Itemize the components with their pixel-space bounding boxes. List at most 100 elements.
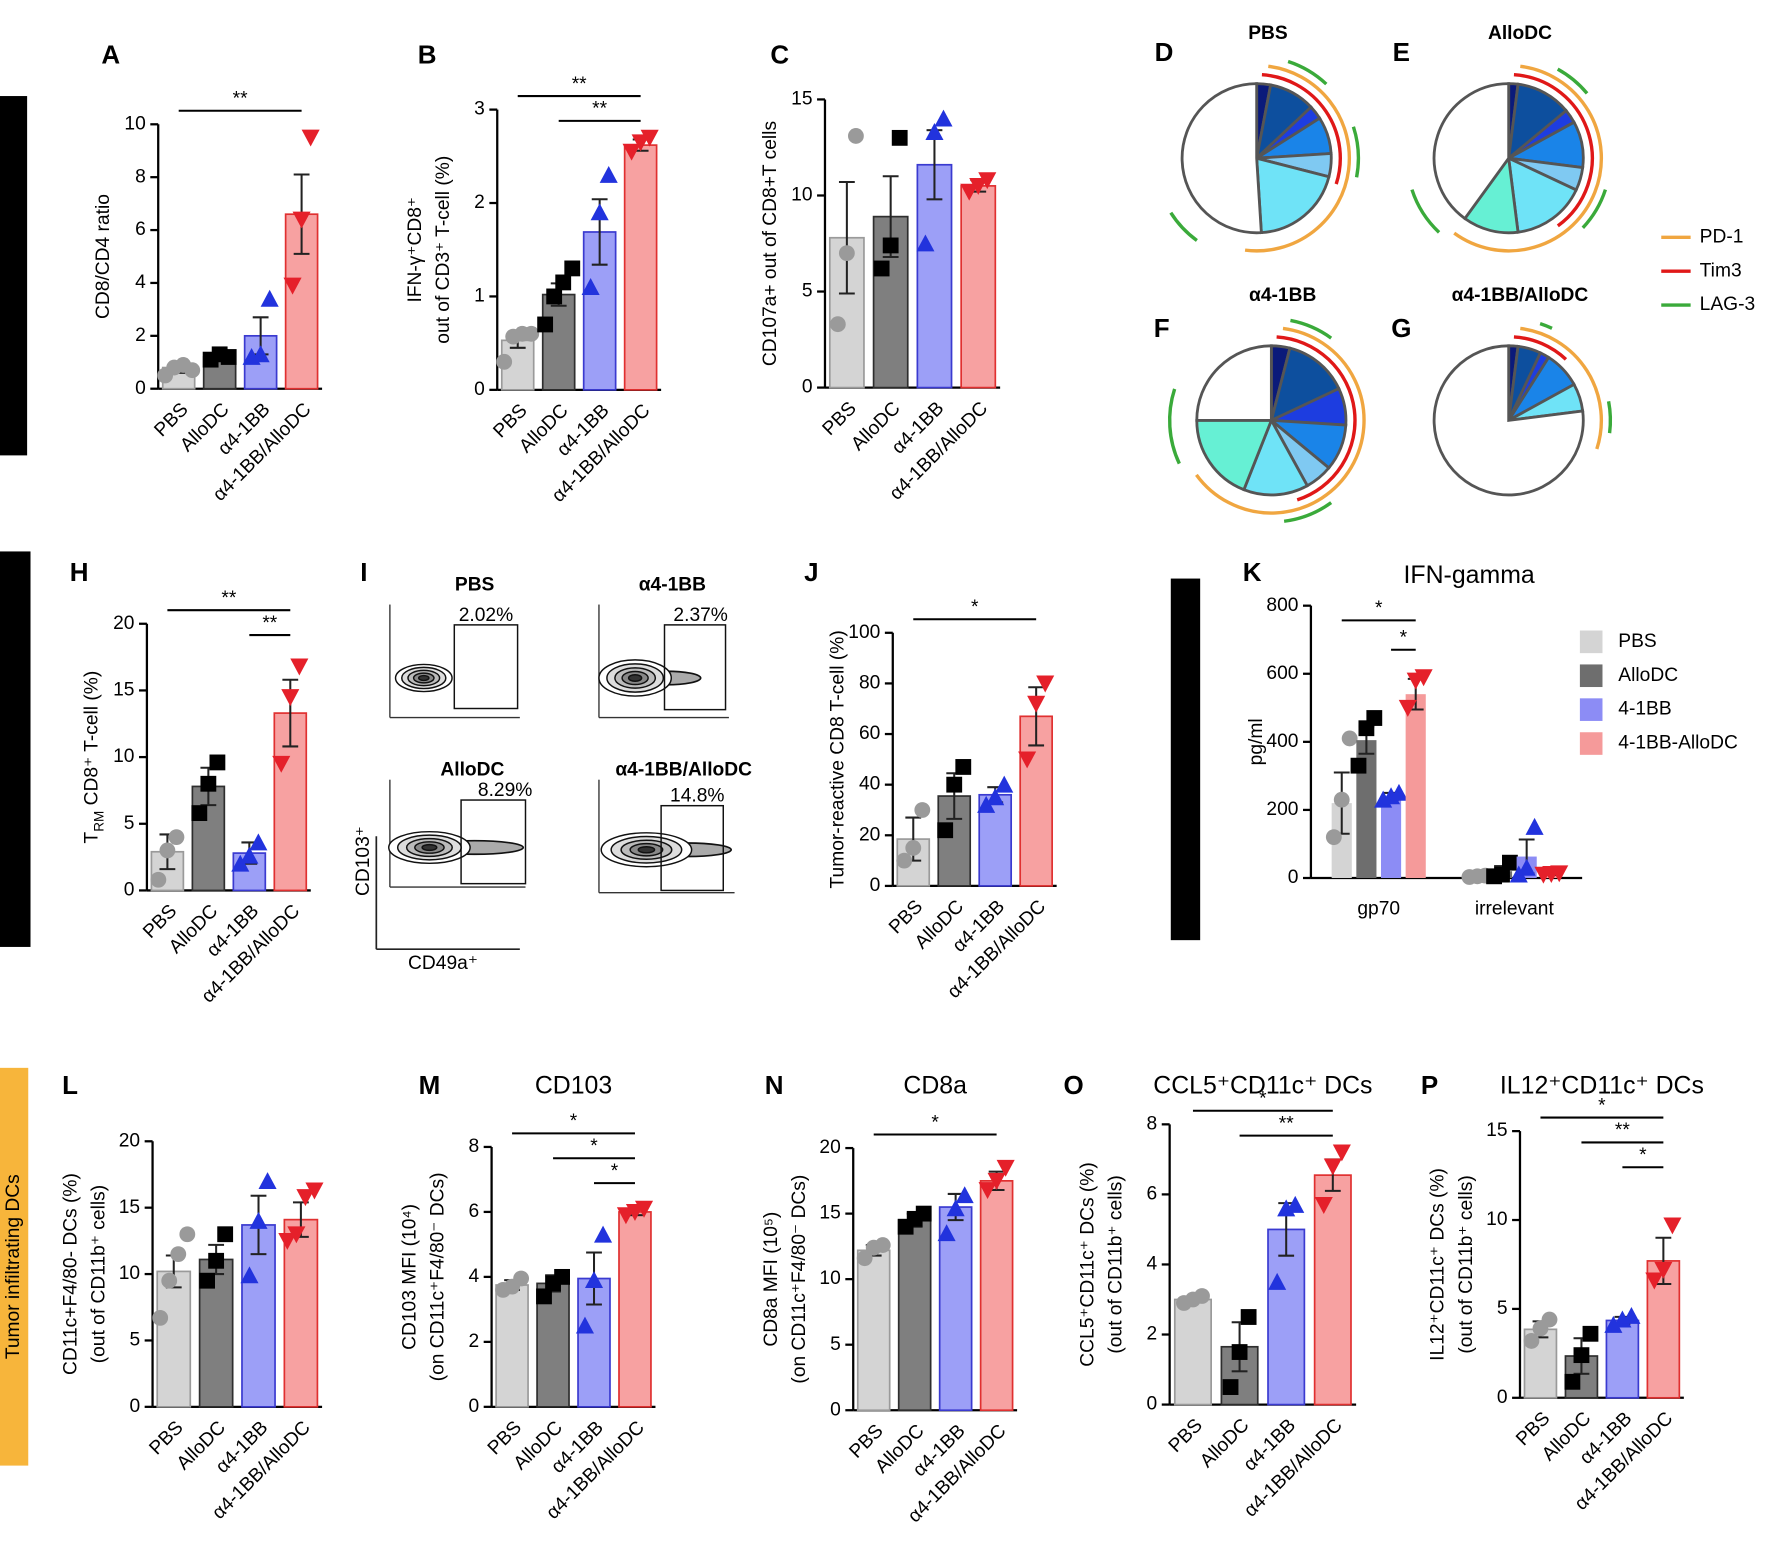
data-point [523,325,540,342]
data-point [554,1268,570,1285]
data-point [1333,791,1350,808]
significance-label: * [931,1112,939,1133]
data-point [217,1226,234,1243]
x-tick-label: irrelevant [1475,899,1555,920]
data-point [209,754,226,771]
data-point [220,349,237,365]
y-tick-label: 0 [124,880,135,901]
data-point [905,840,922,856]
data-point [575,1316,595,1334]
y-tick-label: 2 [1147,1324,1158,1345]
data-point [594,1225,613,1243]
y-axis-label: (out of CD11b⁺ cells) [1106,1175,1127,1353]
bar [283,1218,319,1408]
side-label: Spleen [1175,729,1196,789]
bar [1405,694,1426,879]
data-point [296,1189,315,1207]
data-point [537,316,554,333]
significance-label: * [1400,628,1408,649]
data-point [634,1200,654,1218]
panel-label: E [1393,37,1410,67]
y-tick-label: 3 [474,99,485,120]
gate-percent: 2.37% [673,605,727,626]
contour [421,843,438,852]
legend-swatch [1579,698,1603,721]
data-point [1350,757,1367,774]
flow-x-label: CD49a⁺ [408,953,478,974]
y-tick-label: 0 [1147,1394,1158,1415]
marker-arc [1290,318,1333,340]
data-point [159,842,176,859]
legend-label: Tim3 [1700,260,1742,281]
marker-arc [1539,322,1553,330]
marker-arc [1261,73,1342,185]
bar [872,215,909,389]
data-point [496,353,513,370]
chart-title: CCL5⁺CD11c⁺ DCs [1153,1072,1372,1100]
y-tick-label: 4 [1147,1254,1158,1275]
gate-percent: 8.29% [478,780,532,801]
data-point [1240,1309,1257,1325]
data-point [978,172,997,190]
chart-title: IL12⁺CD11c⁺ DCs [1500,1072,1704,1100]
flow-title: AlloDC [440,760,504,781]
y-tick-label: 10 [1486,1209,1507,1230]
y-tick-label: 10 [124,113,145,134]
y-axis-label: CD11c+F4/80- DCs (%) [60,1173,81,1375]
marker-arc [1513,73,1594,228]
pie-slice [1255,156,1331,235]
data-point [599,165,618,183]
data-point [208,1252,225,1269]
y-tick-label: 0 [802,377,813,398]
bar [1605,1319,1640,1399]
data-point [152,1309,169,1326]
data-point [978,1182,997,1200]
y-tick-label: 0 [870,875,881,896]
data-point [1645,1272,1664,1290]
y-axis-label: IL12⁺CD11c⁺ DCs (%) [1428,1168,1449,1361]
marker-arc [1169,211,1198,242]
y-tick-label: 0 [830,1399,841,1420]
data-point [937,822,954,839]
marker-arc [1287,59,1328,86]
y-tick-label: 80 [859,672,880,693]
y-tick-label: 4 [135,272,146,293]
y-tick-label: 6 [1147,1183,1158,1204]
panel-label: A [101,39,120,69]
marker-arc [1556,67,1589,95]
side-label: Tumor infiltrating DCs [3,1174,24,1359]
data-point [581,278,600,296]
side-label: Tumor [3,248,24,303]
contour [637,845,656,854]
y-tick-label: 1 [474,286,485,307]
gate [663,624,727,711]
data-point [1325,829,1342,846]
data-point [891,129,908,146]
y-tick-label: 15 [791,89,812,110]
significance-label: * [1639,1145,1647,1166]
panel-label: H [70,557,89,587]
y-tick-label: 15 [819,1203,840,1224]
data-point [1036,675,1055,693]
y-tick-label: 2 [468,1331,479,1352]
bar [979,1179,1014,1412]
legend-label: 4-1BB-AlloDC [1618,733,1738,754]
data-point [995,775,1014,793]
data-point [1414,669,1433,687]
significance-label: * [971,597,979,618]
marker-arc [1276,335,1357,502]
gate [453,624,519,710]
significance-label: ** [572,74,587,95]
data-point [1231,1344,1248,1360]
data-point [200,775,217,792]
data-point [946,1199,965,1217]
y-tick-label: 2 [474,192,485,213]
data-point [272,755,291,773]
pie-title: α4-1BB/AlloDC [1452,285,1589,306]
legend-swatch [1579,664,1603,688]
legend-swatch [1579,630,1603,654]
y-axis-label: Tumor-reactive CD8 T-cell (%) [828,630,849,888]
data-point [896,852,913,869]
panel-label: J [804,557,818,587]
